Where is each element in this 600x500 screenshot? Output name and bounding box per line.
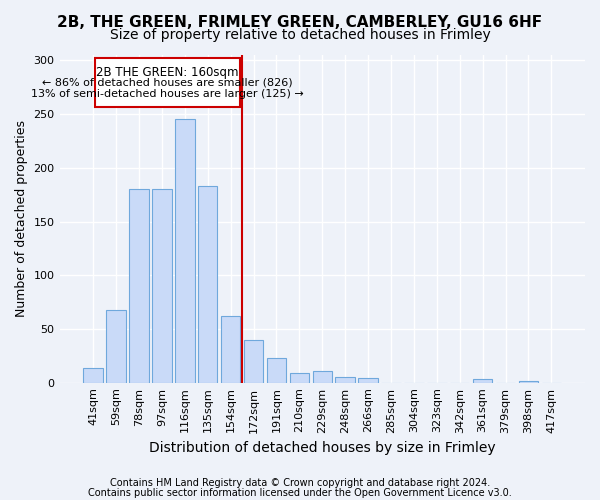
Text: Size of property relative to detached houses in Frimley: Size of property relative to detached ho… [110,28,490,42]
Text: Contains public sector information licensed under the Open Government Licence v3: Contains public sector information licen… [88,488,512,498]
Bar [335,378,355,382]
Bar [358,378,378,382]
Bar [313,371,332,382]
FancyBboxPatch shape [95,58,240,106]
Bar [244,340,263,382]
Bar [83,368,103,382]
Bar [129,190,149,382]
Bar [290,373,309,382]
Text: Contains HM Land Registry data © Crown copyright and database right 2024.: Contains HM Land Registry data © Crown c… [110,478,490,488]
Bar [106,310,126,382]
Text: 13% of semi-detached houses are larger (125) →: 13% of semi-detached houses are larger (… [31,90,304,100]
Text: 2B THE GREEN: 160sqm: 2B THE GREEN: 160sqm [97,66,239,78]
Y-axis label: Number of detached properties: Number of detached properties [15,120,28,318]
X-axis label: Distribution of detached houses by size in Frimley: Distribution of detached houses by size … [149,441,496,455]
Bar [221,316,241,382]
Bar [198,186,217,382]
Bar [152,190,172,382]
Bar [519,380,538,382]
Bar [473,380,493,382]
Bar [175,120,194,382]
Text: ← 86% of detached houses are smaller (826): ← 86% of detached houses are smaller (82… [43,78,293,88]
Bar [267,358,286,382]
Text: 2B, THE GREEN, FRIMLEY GREEN, CAMBERLEY, GU16 6HF: 2B, THE GREEN, FRIMLEY GREEN, CAMBERLEY,… [58,15,542,30]
